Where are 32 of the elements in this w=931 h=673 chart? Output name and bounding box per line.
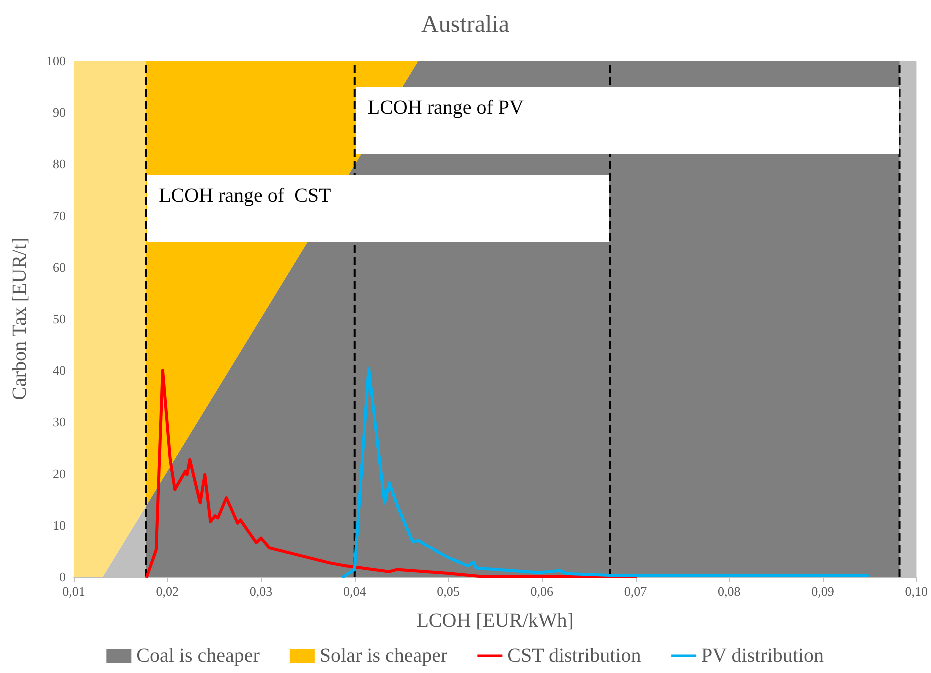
- y-tick-label: 40: [53, 363, 66, 378]
- x-tick-label: 0,10: [905, 584, 928, 599]
- x-tick-label: 0,05: [437, 584, 460, 599]
- y-tick-label: 30: [53, 414, 66, 430]
- x-tick-label: 0,08: [718, 584, 741, 599]
- line-series: [342, 367, 870, 578]
- x-tick-label: 0,07: [624, 584, 648, 599]
- legend-label: CST distribution: [508, 645, 642, 667]
- legend-label: PV distribution: [702, 645, 824, 667]
- y-tick-label: 50: [53, 312, 66, 326]
- x-tick-label: 0,03: [250, 584, 273, 599]
- y-tick-label: 10: [53, 518, 66, 533]
- x-tick-label: 0,01: [62, 584, 86, 599]
- y-tick-label: 90: [53, 105, 66, 120]
- y-tick-label: 80: [53, 156, 66, 172]
- y-tick-label: 0: [60, 570, 66, 584]
- x-tick-label: 0,06: [530, 584, 554, 599]
- y-tick-label: 70: [53, 208, 66, 224]
- y-axis-title: Carbon Tax [EUR/t]: [9, 238, 31, 400]
- legend-label: Coal is cheaper: [136, 645, 260, 667]
- label-box: LCOH range of CST: [147, 174, 610, 242]
- label-box: LCOH range of PV: [356, 86, 899, 154]
- x-tick-label: 0,04: [344, 584, 367, 599]
- y-tick-label: 20: [53, 466, 66, 482]
- x-axis-title: LCOH [EUR/kWh]: [416, 610, 574, 632]
- x-tick-label: 0,02: [156, 584, 179, 599]
- chart-title: Australia: [422, 12, 510, 38]
- y-tick-label: 100: [46, 54, 66, 68]
- y-tick-label: 60: [53, 260, 66, 275]
- line-series: [146, 369, 638, 578]
- x-tick-label: 0,09: [812, 584, 834, 599]
- legend-label: Solar is cheaper: [320, 645, 448, 667]
